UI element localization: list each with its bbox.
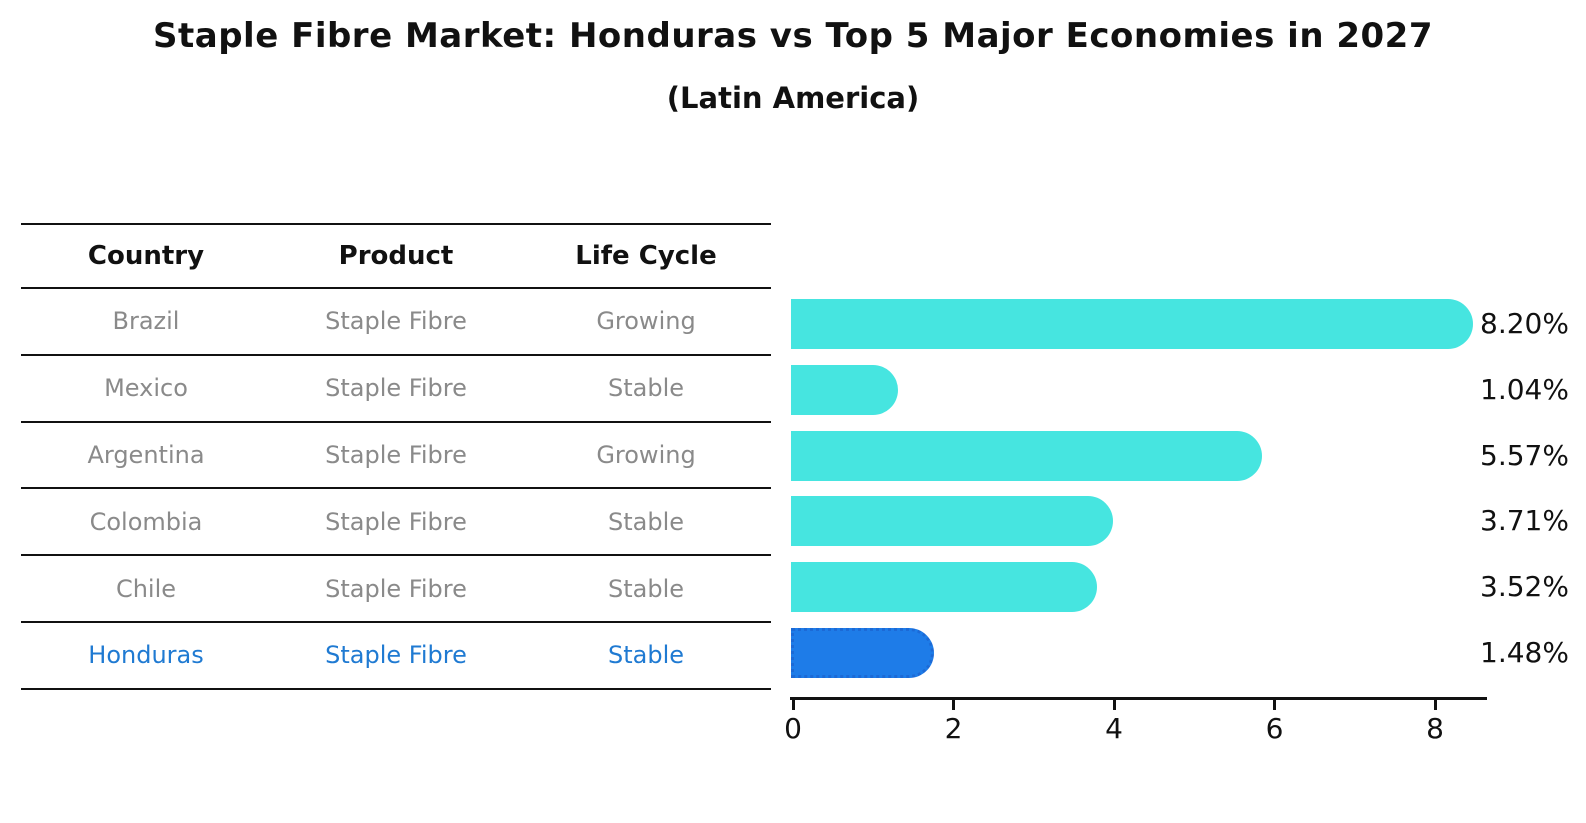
bar-value-label: 3.52%: [1480, 570, 1569, 604]
bar-honduras: [791, 628, 934, 678]
cell-life-cycle: Stable: [607, 507, 685, 536]
table-body: Brazil Staple Fibre Growing Mexico Staple Fi…: [21, 289, 771, 690]
cell-country: Brazil: [112, 307, 180, 336]
x-axis-tick: [791, 700, 795, 710]
x-axis-tick-label: 6: [1265, 712, 1284, 745]
cell-product: Staple Fibre: [325, 374, 467, 403]
bar-value-label: 1.48%: [1480, 636, 1569, 669]
header-product: Product: [338, 241, 454, 271]
x-axis-line: [790, 697, 1487, 700]
cell-country: Colombia: [89, 507, 203, 536]
header-country: Country: [87, 241, 205, 271]
bar-colombia: [791, 496, 1113, 547]
cell-country: Honduras: [88, 641, 204, 670]
cell-country: Chile: [115, 574, 177, 603]
table-row-mexico: Mexico Staple Fibre Stable: [21, 356, 771, 423]
cell-life-cycle: Stable: [607, 641, 685, 670]
cell-product: Staple Fibre: [325, 307, 467, 336]
x-axis-tick: [952, 700, 955, 710]
x-axis-tick: [1112, 700, 1116, 710]
header-life-cycle: Life Cycle: [575, 241, 717, 271]
bar-mexico: [791, 364, 899, 415]
cell-life-cycle: Stable: [607, 374, 685, 403]
x-axis-tick-label: 0: [784, 712, 802, 745]
cell-product: Staple Fibre: [325, 641, 467, 670]
country-table: Country Product Life Cycle Brazil Staple …: [21, 223, 771, 690]
table-header-row: Country Product Life Cycle: [21, 223, 771, 289]
bar-value-label: 3.71%: [1480, 504, 1569, 538]
bar-brazil: [791, 299, 1474, 349]
table-row-brazil: Brazil Staple Fibre Growing: [21, 289, 771, 356]
cell-life-cycle: Stable: [607, 574, 685, 603]
bar-value-label: 8.20%: [1480, 307, 1569, 340]
bar-argentina: [791, 430, 1262, 481]
chart-title: Staple Fibre Market: Honduras vs Top 5 M…: [153, 16, 1433, 56]
cell-product: Staple Fibre: [325, 507, 467, 536]
table-row-chile: Chile Staple Fibre Stable: [21, 556, 771, 623]
x-axis-tick: [1433, 700, 1437, 710]
x-axis-tick-label: 4: [1105, 712, 1123, 745]
table-row-honduras: Honduras Staple Fibre Stable: [21, 623, 771, 690]
cell-product: Staple Fibre: [325, 440, 467, 469]
cell-product: Staple Fibre: [325, 574, 467, 603]
bar-value-label: 1.04%: [1480, 372, 1569, 406]
cell-life-cycle: Growing: [596, 440, 696, 469]
x-axis-tick-label: 2: [944, 712, 963, 745]
bar-value-label: 5.57%: [1480, 438, 1569, 472]
cell-country: Argentina: [87, 440, 205, 469]
bar-chile: [791, 562, 1098, 613]
cell-life-cycle: Growing: [596, 307, 696, 336]
chart-subtitle: (Latin America): [666, 81, 920, 115]
table-row-colombia: Colombia Staple Fibre Stable: [21, 489, 771, 557]
table-row-argentina: Argentina Staple Fibre Growing: [21, 423, 771, 490]
cell-country: Mexico: [104, 374, 188, 403]
x-axis-tick-label: 8: [1426, 712, 1444, 745]
x-axis-tick: [1273, 700, 1276, 710]
